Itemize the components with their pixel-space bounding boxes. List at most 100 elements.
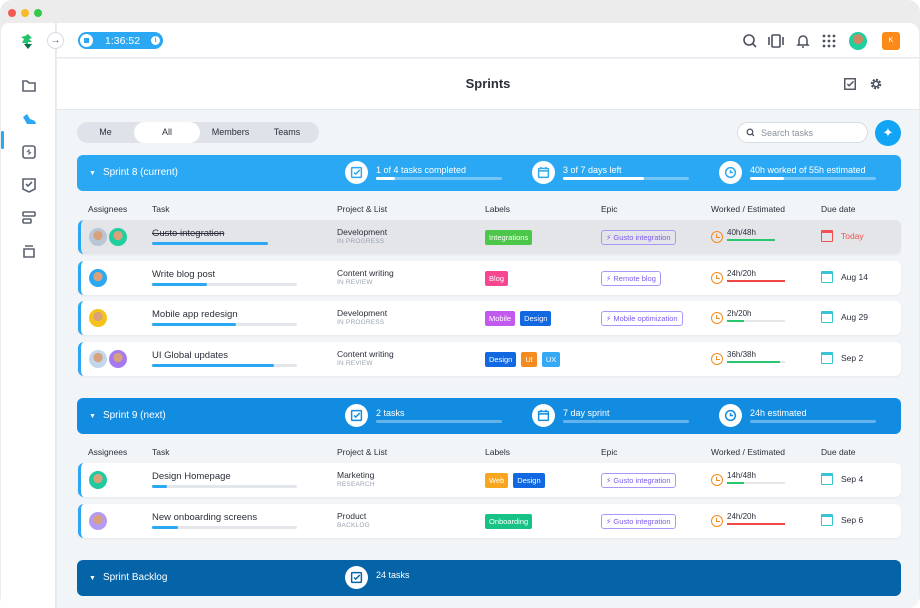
column-header[interactable]: Task — [152, 447, 170, 457]
due-date[interactable]: Today — [841, 231, 864, 241]
sprint-header[interactable]: ▼ Sprint 9 (next) 2 tasks 7 day sprint 24h e… — [77, 398, 901, 434]
org-badge[interactable]: K — [882, 32, 900, 50]
tab-teams[interactable]: Teams — [273, 127, 301, 137]
column-header[interactable]: Epic — [601, 447, 618, 457]
label-badge[interactable]: Design — [520, 311, 552, 326]
assignee-avatar[interactable] — [89, 269, 107, 287]
assignee-avatar[interactable] — [89, 309, 107, 327]
timesheet-icon[interactable] — [21, 144, 37, 160]
column-header[interactable]: Worked / Estimated — [711, 447, 786, 457]
task-name[interactable]: Design Homepage — [152, 471, 231, 482]
assignee-avatar[interactable] — [89, 228, 107, 246]
tab-all[interactable]: All — [134, 122, 200, 143]
screens-icon[interactable] — [768, 33, 784, 49]
label-badge[interactable]: Design — [513, 473, 545, 488]
user-avatar[interactable] — [849, 32, 867, 50]
apps-grid-icon[interactable] — [821, 33, 837, 49]
due-date[interactable]: Sep 6 — [841, 515, 864, 525]
assignee-avatar[interactable] — [89, 350, 107, 368]
project-name[interactable]: Development — [337, 227, 388, 237]
add-sprint-button[interactable]: ✦ — [875, 120, 901, 146]
due-date[interactable]: Sep 2 — [841, 353, 864, 363]
search-icon[interactable] — [742, 33, 758, 49]
column-header[interactable]: Task — [152, 204, 170, 214]
column-header[interactable]: Labels — [485, 447, 511, 457]
task-name[interactable]: UI Global updates — [152, 350, 229, 361]
label-badge[interactable]: Onboarding — [485, 514, 533, 529]
task-name[interactable]: Mobile app redesign — [152, 309, 238, 320]
label-badge[interactable]: Mobile — [485, 311, 516, 326]
checklist-icon[interactable] — [843, 77, 857, 91]
assignee-avatar[interactable] — [109, 350, 127, 368]
folder-icon[interactable] — [21, 78, 37, 94]
label-badge[interactable]: UI — [521, 352, 537, 367]
column-header[interactable]: Epic — [601, 204, 618, 214]
gear-icon[interactable] — [869, 77, 883, 91]
sprint-header[interactable]: ▼ Sprint Backlog 24 tasks — [77, 560, 901, 596]
timer[interactable]: 1:36:52 i — [78, 32, 163, 49]
label-badge[interactable]: Blog — [485, 271, 509, 286]
info-icon[interactable]: i — [151, 36, 161, 45]
column-header[interactable]: Due date — [821, 447, 856, 457]
column-header[interactable]: Assignees — [88, 447, 128, 457]
task-name[interactable]: Write blog post — [152, 269, 216, 280]
task-name[interactable]: New onboarding screens — [152, 512, 258, 523]
due-date[interactable]: Sep 4 — [841, 474, 864, 484]
column-header[interactable]: Due date — [821, 204, 856, 214]
archive-icon[interactable] — [21, 243, 37, 259]
column-header[interactable]: Project & List — [337, 204, 388, 214]
sprint-name[interactable]: ▼ Sprint Backlog — [89, 572, 167, 583]
task-row[interactable]: Gusto integration Development IN PROGRESS I… — [78, 220, 901, 254]
label-badge[interactable]: Web — [485, 473, 509, 488]
sprint-name[interactable]: ▼ Sprint 9 (next) — [89, 410, 166, 421]
due-date[interactable]: Aug 29 — [841, 312, 868, 322]
label-badge[interactable]: Integrations — [485, 230, 533, 245]
label-badge[interactable]: UX — [541, 352, 561, 367]
assignee-avatar[interactable] — [109, 228, 127, 246]
epic-badge[interactable]: ⚡︎ Remote blog — [601, 271, 661, 286]
epic-badge[interactable]: ⚡︎ Mobile optimization — [601, 311, 683, 326]
stop-timer-button[interactable] — [80, 34, 93, 47]
search-input[interactable]: Search tasks — [737, 122, 868, 143]
project-name[interactable]: Product — [337, 511, 367, 521]
column-header[interactable]: Labels — [485, 204, 511, 214]
minimize-window-button[interactable] — [21, 9, 29, 17]
active-indicator — [1, 131, 4, 149]
caret-down-icon[interactable]: ▼ — [89, 170, 96, 177]
maximize-window-button[interactable] — [34, 9, 42, 17]
task-row[interactable]: Design Homepage Marketing RESEARCH Web Desig… — [78, 463, 901, 497]
column-header[interactable]: Project & List — [337, 447, 388, 457]
assignee-avatar[interactable] — [89, 471, 107, 489]
task-row[interactable]: New onboarding screens Product BACKLOG Onbo… — [78, 504, 901, 538]
project-name[interactable]: Marketing — [337, 470, 375, 480]
task-row[interactable]: Mobile app redesign Development IN PROGRES… — [78, 301, 901, 335]
task-row[interactable]: UI Global updates Content writing IN REVIE… — [78, 342, 901, 376]
tab-me[interactable]: Me — [99, 127, 112, 137]
board-icon[interactable] — [21, 210, 37, 226]
project-name[interactable]: Development — [337, 308, 388, 318]
epic-badge[interactable]: ⚡︎ Gusto integration — [601, 473, 676, 488]
assignee-avatar[interactable] — [89, 512, 107, 530]
logo-icon[interactable] — [19, 33, 37, 51]
task-name[interactable]: Gusto integration — [152, 228, 225, 239]
column-header[interactable]: Worked / Estimated — [711, 204, 786, 214]
task-row[interactable]: Write blog post Content writing IN REVIEW B… — [78, 261, 901, 295]
label-badge[interactable]: Design — [485, 352, 517, 367]
sprints-icon[interactable] — [21, 111, 37, 127]
due-date[interactable]: Aug 14 — [841, 272, 868, 282]
collapse-sidebar-button[interactable]: → — [47, 32, 64, 49]
epic-badge[interactable]: ⚡︎ Gusto integration — [601, 514, 676, 529]
close-window-button[interactable] — [8, 9, 16, 17]
sprint-header[interactable]: ▼ Sprint 8 (current) 1 of 4 tasks complete… — [77, 155, 901, 191]
caret-down-icon[interactable]: ▼ — [89, 413, 96, 420]
epic-badge[interactable]: ⚡︎ Gusto integration — [601, 230, 676, 245]
caret-down-icon[interactable]: ▼ — [89, 575, 96, 582]
tasks-icon[interactable] — [21, 177, 37, 193]
list-name: IN PROGRESS — [337, 238, 385, 245]
bell-icon[interactable] — [795, 33, 811, 49]
project-name[interactable]: Content writing — [337, 268, 394, 278]
column-header[interactable]: Assignees — [88, 204, 128, 214]
tab-members[interactable]: Members — [211, 127, 250, 137]
sprint-name[interactable]: ▼ Sprint 8 (current) — [89, 167, 178, 178]
project-name[interactable]: Content writing — [337, 349, 394, 359]
